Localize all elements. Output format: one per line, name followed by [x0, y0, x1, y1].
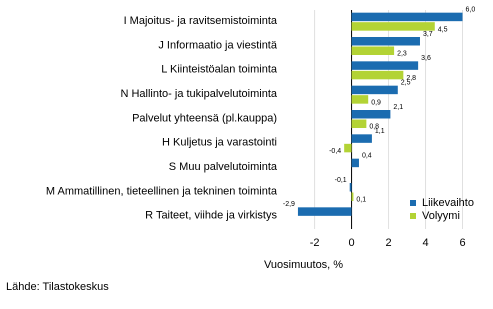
- value-label: 2,3: [397, 51, 407, 58]
- x-axis-label: Vuosimuutos, %: [264, 259, 343, 271]
- legend-swatch: [410, 200, 416, 206]
- category-label: J Informaatio ja viestintä: [158, 39, 277, 51]
- value-label: 0,1: [356, 197, 366, 204]
- legend-label: Volyymi: [422, 210, 460, 222]
- bar: [351, 70, 404, 80]
- value-label: 4,5: [438, 26, 448, 33]
- legend-label: Liikevaihto: [422, 197, 474, 209]
- category-label: N Hallinto- ja tukipalvelutoiminta: [120, 88, 277, 100]
- x-tick-label: -2: [310, 237, 320, 249]
- value-label: 3,7: [423, 31, 433, 38]
- bar: [351, 192, 354, 201]
- legend-swatch: [410, 213, 416, 219]
- category-label: Palvelut yhteensä (pl.kauppa): [132, 112, 277, 124]
- value-label: 3,6: [421, 55, 431, 62]
- bar: [351, 37, 420, 46]
- source: Lähde: Tilastokeskus: [6, 281, 109, 293]
- value-label: 0,9: [371, 99, 381, 106]
- bar: [349, 183, 352, 192]
- bar: [297, 207, 352, 216]
- value-label: 0,4: [362, 153, 372, 160]
- category-label: S Muu palvelutoiminta: [169, 161, 278, 173]
- bar: [351, 12, 463, 22]
- bar: [351, 22, 435, 31]
- x-tick-label: 0: [349, 237, 355, 249]
- value-label: 1,1: [375, 128, 385, 135]
- bar: [351, 119, 367, 128]
- x-tick-label: 6: [459, 237, 465, 249]
- bar: [351, 61, 419, 70]
- bar: [351, 95, 369, 104]
- category-label: M Ammatillinen, tieteellinen ja tekninen…: [46, 185, 278, 197]
- value-label: 0,8: [369, 124, 379, 131]
- x-tick-label: 4: [422, 237, 428, 249]
- value-label: -0,1: [335, 177, 347, 184]
- category-label: I Majoitus- ja ravitsemistoiminta: [124, 15, 278, 27]
- bar: [351, 46, 395, 55]
- category-label: L Kiinteistöalan toiminta: [161, 64, 278, 76]
- category-label: H Kuljetus ja varastointi: [162, 137, 277, 149]
- bar: [351, 85, 398, 95]
- value-label: 6,0: [466, 7, 476, 14]
- value-label: 2,1: [393, 104, 403, 111]
- value-label: 2,5: [401, 80, 411, 87]
- bar: [351, 134, 372, 143]
- x-tick-label: 2: [385, 237, 391, 249]
- value-label: 2,8: [406, 75, 416, 82]
- category-label: R Taiteet, viihde ja virkistys: [145, 210, 277, 222]
- bar: [351, 158, 359, 168]
- bar: [344, 143, 352, 153]
- bar: [351, 110, 391, 119]
- value-label: -2,9: [283, 201, 295, 208]
- value-label: -0,4: [329, 148, 341, 155]
